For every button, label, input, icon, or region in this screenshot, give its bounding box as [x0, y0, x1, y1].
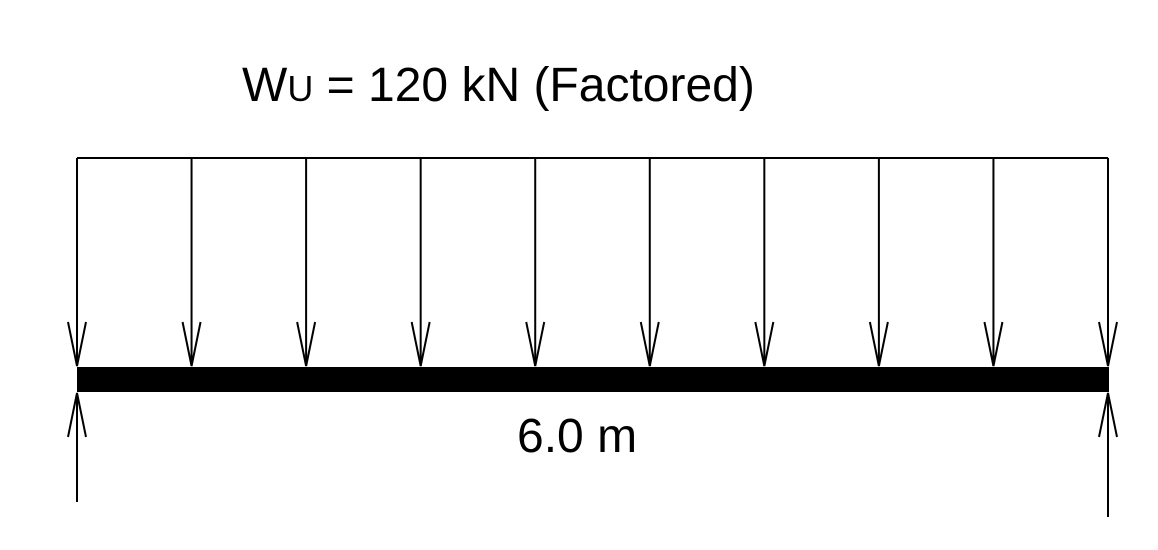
down-arrow-icon: [525, 158, 546, 367]
down-arrow-icon: [181, 158, 202, 367]
down-arrow-icon: [67, 158, 87, 367]
down-arrow-icon: [983, 158, 1004, 367]
beam: [77, 367, 1109, 392]
load-label-suffix: = 120 kN (Factored): [313, 59, 755, 112]
span-label: 6.0 m: [517, 410, 637, 463]
down-arrow-icon: [1098, 158, 1118, 367]
load-label: WU = 120 kN (Factored): [242, 59, 755, 112]
load-label-prefix: W: [242, 59, 288, 112]
reaction-arrows: [67, 392, 1118, 517]
load-arrows: [67, 158, 1118, 367]
up-arrow-icon: [67, 392, 87, 502]
down-arrow-icon: [868, 158, 889, 367]
down-arrow-icon: [754, 158, 775, 367]
load-label-subscript: U: [287, 68, 313, 109]
down-arrow-icon: [296, 158, 317, 367]
down-arrow-icon: [410, 158, 431, 367]
up-arrow-icon: [1098, 392, 1118, 517]
down-arrow-icon: [639, 158, 660, 367]
